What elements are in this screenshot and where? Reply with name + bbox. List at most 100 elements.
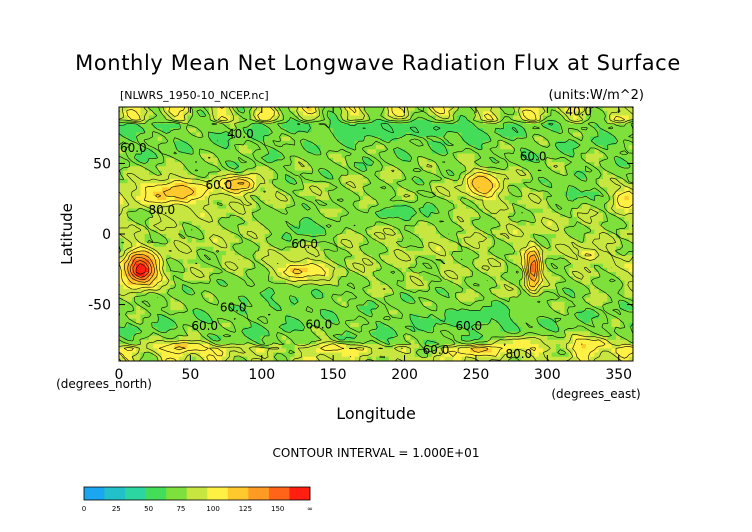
heatmap-cell (534, 204, 540, 209)
heatmap-cell (183, 166, 188, 171)
heatmap-cell (256, 238, 261, 243)
heatmap-cell (234, 149, 240, 154)
heatmap-cell (513, 178, 518, 184)
heatmap-cell (397, 153, 403, 159)
heatmap-cell (234, 208, 240, 214)
heatmap-cell (286, 157, 291, 163)
heatmap-cell (568, 229, 574, 235)
heatmap-cell (508, 272, 514, 277)
heatmap-cell (405, 217, 411, 222)
heatmap-cell (273, 238, 278, 243)
heatmap-cell (461, 115, 467, 121)
heatmap-cell (127, 267, 133, 273)
heatmap-cell (363, 123, 368, 129)
heatmap-cell (157, 229, 163, 235)
heatmap-cell (148, 183, 154, 188)
heatmap-cell (311, 166, 317, 171)
heatmap-cell (260, 238, 266, 243)
heatmap-cell (513, 111, 518, 116)
heatmap-cell (590, 272, 595, 277)
heatmap-cell (281, 157, 287, 163)
heatmap-cell (221, 276, 227, 281)
heatmap-cell (427, 153, 433, 159)
heatmap-cell (504, 255, 510, 260)
heatmap-cell (500, 153, 505, 159)
heatmap-cell (380, 187, 385, 193)
heatmap-cell (363, 272, 368, 277)
heatmap-cell (461, 204, 467, 209)
heatmap-cell (470, 162, 475, 167)
heatmap-cell (260, 132, 266, 138)
heatmap-cell (127, 149, 133, 154)
heatmap-cell (260, 234, 266, 239)
heatmap-cell (204, 255, 210, 260)
heatmap-cell (123, 242, 128, 248)
heatmap-cell (615, 128, 621, 133)
heatmap-cell (380, 174, 385, 180)
heatmap-cell (208, 145, 214, 150)
heatmap-cell (448, 255, 454, 260)
heatmap-cell (268, 234, 274, 239)
heatmap-cell (341, 119, 347, 125)
heatmap-cell (624, 140, 630, 146)
heatmap-cell (470, 166, 475, 171)
heatmap-cell (410, 119, 415, 125)
heatmap-cell (234, 242, 240, 248)
heatmap-cell (628, 115, 634, 121)
heatmap-cell (624, 238, 630, 243)
heatmap-cell (286, 208, 291, 214)
heatmap-cell (457, 195, 463, 201)
heatmap-cell (534, 145, 540, 150)
heatmap-cell (405, 212, 411, 218)
heatmap-cell (384, 111, 390, 116)
heatmap-cell (187, 157, 193, 163)
heatmap-cell (161, 136, 167, 142)
heatmap-cell (500, 170, 505, 176)
heatmap-cell (603, 111, 608, 116)
heatmap-cell (208, 276, 214, 281)
heatmap-cell (615, 208, 621, 214)
heatmap-cell (594, 229, 600, 235)
heatmap-cell (136, 272, 141, 277)
heatmap-cell (320, 246, 325, 252)
heatmap-cell (423, 267, 428, 273)
heatmap-cell (590, 276, 595, 281)
heatmap-cell (620, 276, 625, 281)
heatmap-cell (611, 145, 617, 150)
heatmap-cell (581, 136, 587, 142)
heatmap-cell (577, 200, 582, 205)
heatmap-cell (615, 191, 621, 197)
heatmap-cell (444, 119, 450, 125)
heatmap-cell (573, 145, 578, 150)
heatmap-cell (525, 174, 531, 180)
heatmap-cell (277, 123, 283, 129)
heatmap-cell (547, 255, 553, 260)
heatmap-cell (238, 246, 244, 252)
heatmap-cell (204, 200, 210, 205)
heatmap-cell (191, 208, 197, 214)
heatmap-cell (397, 128, 403, 133)
heatmap-cell (453, 149, 458, 154)
heatmap-cell (474, 238, 480, 243)
heatmap-cell (444, 234, 450, 239)
heatmap-cell (281, 221, 287, 226)
heatmap-cell (131, 221, 137, 226)
heatmap-cell (294, 263, 300, 269)
heatmap-cell (324, 132, 330, 138)
heatmap-cell (440, 153, 445, 159)
heatmap-cell (448, 157, 454, 163)
heatmap-cell (153, 267, 158, 273)
heatmap-cell (388, 272, 394, 277)
heatmap-cell (166, 183, 171, 188)
heatmap-cell (170, 140, 176, 146)
heatmap-cell (513, 238, 518, 243)
heatmap-cell (324, 162, 330, 167)
heatmap-cell (148, 170, 154, 176)
heatmap-cell (418, 267, 424, 273)
heatmap-cell (243, 272, 248, 277)
heatmap-cell (350, 157, 355, 163)
heatmap-cell (414, 229, 420, 235)
heatmap-cell (500, 132, 505, 138)
heatmap-cell (611, 195, 617, 201)
heatmap-cell (196, 187, 201, 193)
